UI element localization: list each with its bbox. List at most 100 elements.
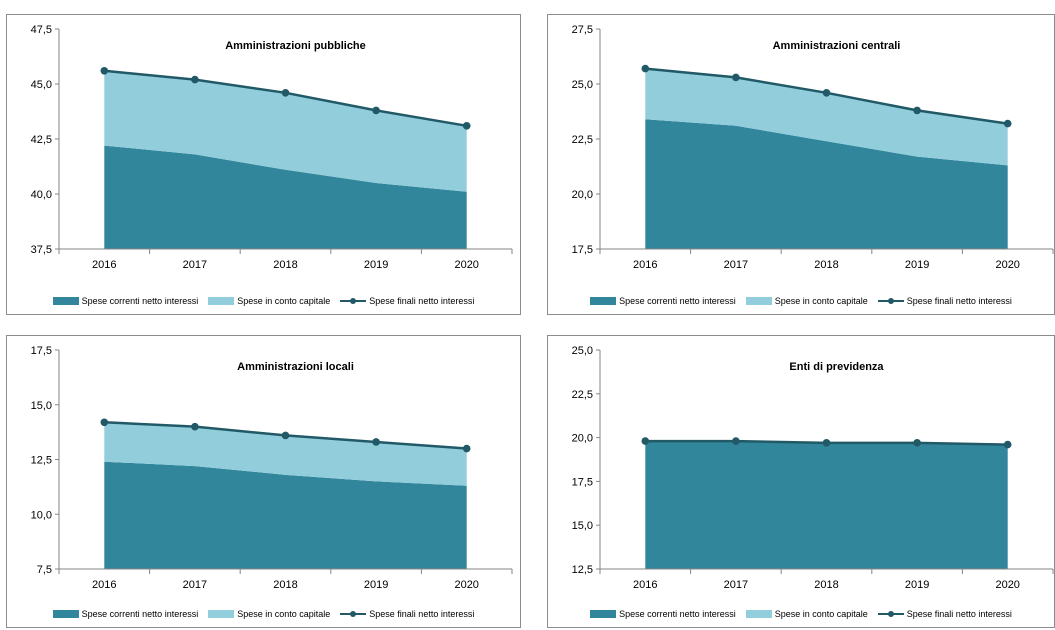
legend-line-marker-icon <box>340 297 367 305</box>
x-tick-label: 2019 <box>905 579 929 591</box>
chart-legend: Spese correnti netto interessi Spese in … <box>7 296 520 306</box>
legend-item-current: Spese correnti netto interessi <box>590 609 736 619</box>
data-point-total <box>462 122 471 130</box>
chart-svg-locali: 7,5 10,0 12,5 15,0 17,5 2016 2017 2018 2019 2020 A… <box>31 345 513 591</box>
legend-swatch-current <box>52 297 79 305</box>
y-tick-label: 17,5 <box>31 345 52 357</box>
data-point-total <box>822 89 831 97</box>
data-point-total <box>641 437 650 445</box>
legend-item-capital: Spese in conto capitale <box>745 296 868 306</box>
y-tick-label: 25,0 <box>572 345 593 357</box>
series-area-current <box>645 119 1008 249</box>
data-point-total <box>732 73 740 82</box>
x-tick-label: 2018 <box>814 259 838 271</box>
legend-label-total: Spese finali netto interessi <box>906 609 1012 619</box>
x-tick-label: 2017 <box>183 579 207 591</box>
x-tick-label: 2017 <box>183 259 207 271</box>
x-tick-label: 2020 <box>995 579 1019 591</box>
x-tick-label: 2018 <box>814 579 838 591</box>
data-point-total <box>281 431 290 440</box>
data-point-total <box>281 89 290 97</box>
chart-panel-previdenza: 12,5 15,0 17,5 20,0 22,5 25,0 2016 2017 2018 2019… <box>547 335 1055 628</box>
y-tick-label: 40,0 <box>31 189 52 201</box>
chart-legend: Spese correnti netto interessi Spese in … <box>548 296 1054 306</box>
y-tick-label: 47,5 <box>31 24 52 36</box>
data-point-total <box>1003 119 1012 128</box>
legend-swatch-capital <box>208 297 235 305</box>
legend-label-capital: Spese in conto capitale <box>237 609 331 619</box>
legend-swatch-capital <box>208 610 235 618</box>
legend-swatch-capital <box>745 610 772 618</box>
legend-item-capital: Spese in conto capitale <box>208 296 330 306</box>
y-tick-label: 27,5 <box>572 24 593 36</box>
legend-label-total: Spese finali netto interessi <box>369 609 475 619</box>
y-tick-label: 7,5 <box>37 564 52 576</box>
chart-svg-centrali: 17,5 20,0 22,5 25,0 27,5 2016 2017 2018 2019 2020… <box>572 24 1054 271</box>
series-area-current <box>104 461 467 569</box>
legend-label-current: Spese correnti netto interessi <box>619 296 736 306</box>
series-area-capital <box>104 422 467 486</box>
legend-item-total: Spese finali netto interessi <box>877 296 1012 306</box>
data-point-total <box>100 67 109 75</box>
y-tick-label: 12,5 <box>572 564 593 576</box>
chart-svg-pubbliche: 37,5 40,0 42,5 45,0 47,5 2016 2017 2018 2019 2020… <box>31 24 513 271</box>
legend-item-current: Spese correnti netto interessi <box>52 609 199 619</box>
x-tick-label: 2019 <box>364 259 388 271</box>
legend-label-capital: Spese in conto capitale <box>774 296 868 306</box>
legend-label-capital: Spese in conto capitale <box>774 609 868 619</box>
chart-svg-previdenza: 12,5 15,0 17,5 20,0 22,5 25,0 2016 2017 2018 2019… <box>572 345 1054 591</box>
y-tick-label: 20,0 <box>572 189 593 201</box>
legend-label-current: Spese correnti netto interessi <box>619 609 736 619</box>
x-tick-label: 2020 <box>454 579 478 591</box>
y-tick-label: 37,5 <box>31 244 52 256</box>
series-area-capital <box>104 70 467 192</box>
legend-swatch-capital <box>745 297 772 305</box>
plot-area <box>100 418 471 569</box>
plot-area <box>641 437 1012 569</box>
legend-swatch-current <box>52 610 79 618</box>
y-tick-label: 12,5 <box>31 455 52 467</box>
chart-title: Amministrazioni locali <box>237 361 354 373</box>
plot-area <box>641 64 1012 249</box>
chart-legend: Spese correnti netto interessi Spese in … <box>548 609 1054 619</box>
y-tick-label: 45,0 <box>31 79 52 91</box>
y-tick-label: 15,0 <box>572 520 593 532</box>
legend-item-total: Spese finali netto interessi <box>340 296 474 306</box>
legend-label-capital: Spese in conto capitale <box>237 296 331 306</box>
plot-area <box>100 67 471 249</box>
x-tick-label: 2017 <box>724 579 748 591</box>
legend-item-capital: Spese in conto capitale <box>208 609 330 619</box>
chart-panel-locali: 7,5 10,0 12,5 15,0 17,5 2016 2017 2018 2019 2020 A… <box>6 335 521 628</box>
x-tick-label: 2018 <box>273 259 297 271</box>
y-tick-label: 17,5 <box>572 244 593 256</box>
data-point-total <box>372 106 380 115</box>
data-point-total <box>822 439 831 447</box>
x-tick-label: 2017 <box>724 259 748 271</box>
legend-item-total: Spese finali netto interessi <box>340 609 474 619</box>
x-tick-label: 2019 <box>364 579 388 591</box>
y-tick-label: 20,0 <box>572 433 593 445</box>
series-area-capital <box>645 68 1008 166</box>
series-area-current <box>645 441 1008 569</box>
chart-title: Enti di previdenza <box>789 361 884 373</box>
legend-swatch-current <box>590 610 617 618</box>
data-point-total <box>913 439 921 447</box>
y-tick-label: 15,0 <box>31 400 52 412</box>
legend-line-marker-icon <box>877 297 904 305</box>
x-tick-label: 2018 <box>273 579 297 591</box>
data-point-total <box>191 75 199 84</box>
x-tick-label: 2016 <box>92 259 116 271</box>
chart-title: Amministrazioni pubbliche <box>225 40 366 52</box>
legend-line-marker-icon <box>877 610 904 618</box>
data-point-total <box>462 444 471 453</box>
y-tick-label: 42,5 <box>31 134 52 146</box>
legend-item-current: Spese correnti netto interessi <box>590 296 736 306</box>
legend-label-total: Spese finali netto interessi <box>906 296 1012 306</box>
legend-label-current: Spese correnti netto interessi <box>81 609 199 619</box>
x-tick-label: 2020 <box>454 259 478 271</box>
x-tick-label: 2016 <box>92 579 116 591</box>
legend-item-total: Spese finali netto interessi <box>877 609 1012 619</box>
legend-line-marker-icon <box>340 610 367 618</box>
y-tick-label: 10,0 <box>31 509 52 521</box>
legend-label-total: Spese finali netto interessi <box>369 296 475 306</box>
